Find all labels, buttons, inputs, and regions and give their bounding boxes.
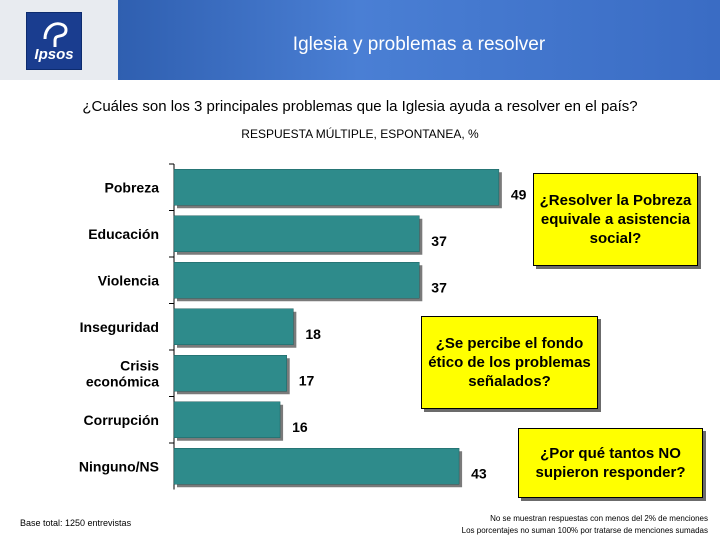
bar-value-label: 37: [431, 279, 447, 295]
footer-notes: No se muestran respuestas con menos del …: [462, 513, 708, 537]
bar-value-label: 18: [305, 326, 321, 342]
ipsos-logo: Ipsos: [26, 12, 82, 70]
category-label: Inseguridad: [80, 319, 159, 335]
category-label: Educación: [88, 226, 159, 242]
callout-ethics: ¿Se percibe el fondo ético de los proble…: [421, 316, 598, 409]
page-title: Iglesia y problemas a resolver: [292, 34, 546, 55]
logo-text: Ipsos: [34, 46, 74, 63]
bar-value-label: 43: [471, 465, 487, 481]
sample-base-note: Base total: 1250 entrevistas: [20, 518, 132, 528]
bar: [173, 215, 420, 252]
bar: [173, 401, 281, 438]
category-label: Pobreza: [105, 179, 160, 195]
bar-value-label: 49: [511, 186, 527, 202]
bar: [173, 355, 287, 392]
bar-value-label: 37: [431, 233, 447, 249]
bar: [173, 262, 420, 299]
survey-question: ¿Cuáles son los 3 principales problemas …: [82, 98, 638, 115]
bar-value-label: 17: [299, 372, 315, 388]
bar: [173, 169, 500, 206]
bar: [173, 308, 294, 345]
category-label: Ninguno/NS: [79, 458, 159, 474]
category-label: Crisis económica: [86, 357, 159, 389]
footer-note-1: No se muestran respuestas con menos del …: [490, 514, 708, 523]
callout-poverty: ¿Resolver la Pobreza equivale a asistenc…: [533, 173, 698, 266]
footer-note-2: Los porcentajes no suman 100% por tratar…: [461, 526, 708, 535]
callout-no-answer: ¿Por qué tantos NO supieron responder?: [518, 428, 703, 498]
bar: [173, 448, 460, 485]
header-band: [118, 0, 720, 80]
category-label: Violencia: [98, 272, 159, 288]
logo-figure-icon: [43, 22, 68, 47]
chart-subtitle: RESPUESTA MÚLTIPLE, ESPONTANEA, %: [241, 127, 479, 141]
category-label: Corrupción: [84, 412, 159, 428]
bar-value-label: 16: [292, 419, 308, 435]
header: Ipsos Iglesia y problemas a resolver: [0, 0, 720, 80]
